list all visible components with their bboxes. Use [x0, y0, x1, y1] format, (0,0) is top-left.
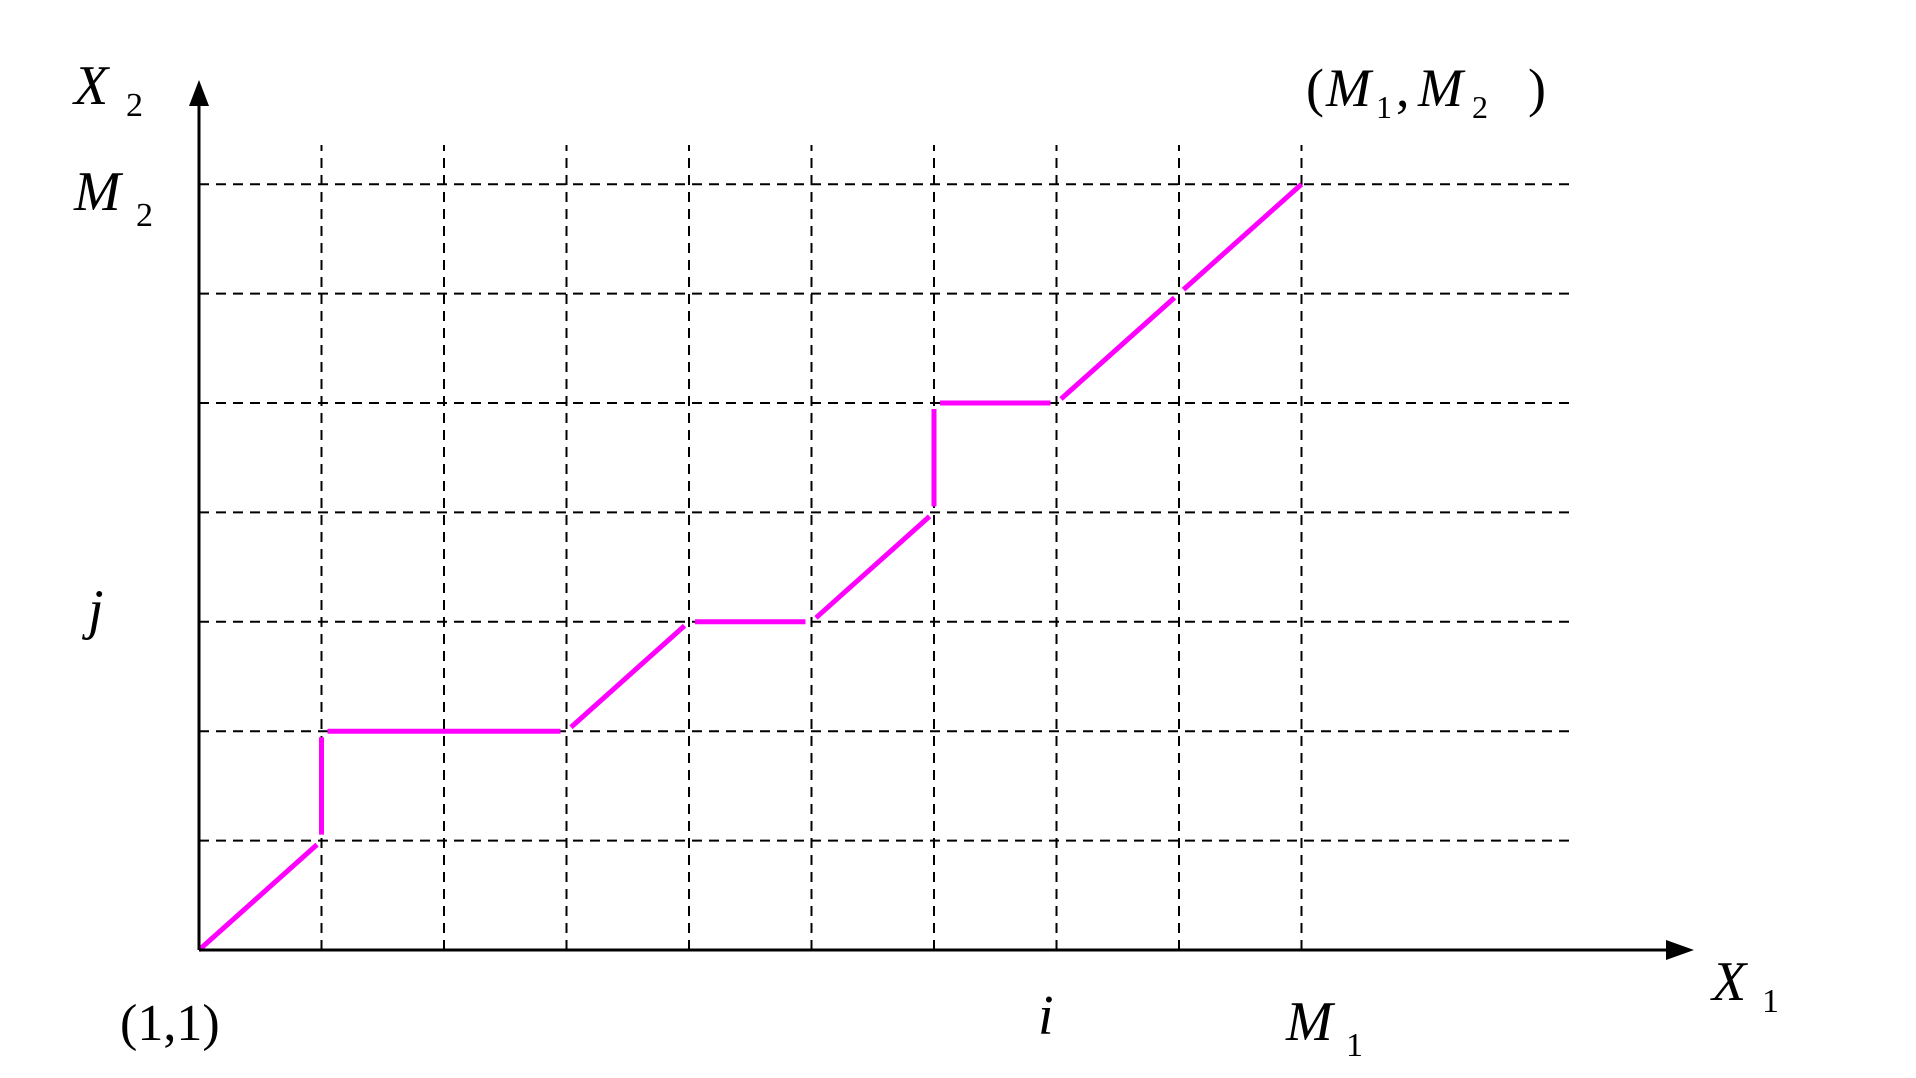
x-axis-label: X [1710, 951, 1749, 1013]
y-axis-label: X [72, 55, 111, 117]
y-axis-label-subscript: 2 [126, 87, 143, 124]
origin-label: (1,1) [120, 995, 220, 1052]
m2-tick-label: M [73, 161, 124, 223]
x-axis-arrowhead [1666, 940, 1694, 960]
svg-text:1: 1 [1376, 89, 1392, 125]
svg-text:M: M [1325, 58, 1374, 118]
j-tick-label: j [82, 579, 104, 641]
y-axis-arrowhead [189, 80, 209, 106]
m1-tick-label-subscript: 1 [1346, 1027, 1363, 1064]
grid-lines [199, 145, 1570, 950]
svg-text:M: M [1417, 58, 1466, 118]
warping-path-segment [814, 514, 932, 620]
warping-path-segment [1181, 182, 1304, 292]
svg-text:): ) [1528, 58, 1546, 118]
warping-path-segment [1059, 295, 1177, 401]
svg-text:(: ( [1306, 58, 1324, 118]
m2-tick-label-subscript: 2 [136, 197, 153, 234]
i-tick-label: i [1038, 985, 1054, 1047]
svg-text:2: 2 [1472, 89, 1488, 125]
m1-tick-label: M [1285, 991, 1336, 1053]
warping-path-segment [197, 842, 319, 952]
warping-path-segment [569, 623, 687, 730]
x-axis-label-subscript: 1 [1762, 983, 1779, 1020]
corner-label: ( M 1 , M 2 ) [1306, 58, 1546, 125]
svg-text:,: , [1396, 58, 1410, 118]
warping-path [197, 182, 1304, 952]
